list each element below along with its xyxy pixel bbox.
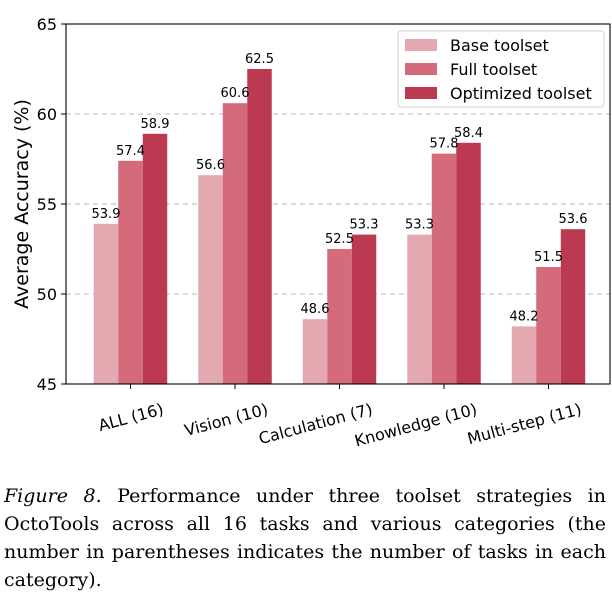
bar-0-0: [93, 223, 119, 384]
data-label-4-0: 48.2: [510, 309, 539, 324]
bar-4-2: [560, 229, 586, 384]
bars: [93, 69, 586, 384]
legend-label-1: Full toolset: [450, 60, 537, 79]
data-label-3-2: 58.4: [454, 126, 483, 141]
bar-3-1: [431, 153, 457, 384]
bar-0-1: [118, 160, 143, 384]
legend-swatch-0: [405, 39, 437, 51]
y-tick-label-2: 55: [37, 195, 57, 214]
data-label-2-0: 48.6: [301, 302, 330, 317]
y-tick-label-1: 50: [37, 285, 57, 304]
bar-4-1: [536, 267, 561, 384]
bar-2-1: [327, 249, 352, 384]
figure-caption: Figure 8. Performance under three toolse…: [4, 482, 606, 594]
y-tick-label-0: 45: [37, 375, 57, 394]
y-axis: 45 50 55 60 65: [37, 15, 66, 394]
x-axis: ALL (16) Vision (10)Calculation (7)Knowle…: [96, 384, 584, 450]
legend-label-2: Optimized toolset: [450, 84, 592, 103]
data-label-3-0: 53.3: [405, 218, 434, 233]
legend-box: [397, 30, 605, 108]
bar-3-2: [456, 142, 481, 384]
data-label-0-0: 53.9: [92, 207, 121, 222]
data-label-3-1: 57.8: [430, 137, 459, 152]
bar-chart: 53.957.458.956.660.662.548.652.553.3 53.3…: [11, 15, 611, 450]
data-label-0-2: 58.9: [141, 117, 170, 132]
bar-2-0: [302, 319, 328, 384]
data-label-4-2: 53.6: [559, 212, 588, 227]
x-tick-label-0: ALL (16): [96, 400, 165, 436]
data-label-2-2: 53.3: [350, 218, 379, 233]
caption-label: Figure 8.: [4, 485, 102, 507]
bar-1-2: [247, 69, 272, 384]
data-label-1-1: 60.6: [221, 86, 250, 101]
y-axis-label: Average Accuracy (%): [11, 99, 33, 309]
data-label-0-1: 57.4: [116, 144, 145, 159]
bar-1-1: [222, 103, 248, 384]
bar-4-0: [511, 326, 537, 384]
data-label-4-1: 51.5: [534, 250, 563, 265]
data-label-1-0: 56.6: [196, 158, 225, 173]
legend-swatch-2: [405, 87, 437, 99]
bar-1-0: [198, 175, 223, 384]
legend-label-0: Base toolset: [450, 36, 549, 55]
y-tick-label-3: 60: [37, 105, 57, 124]
bar-3-0: [407, 234, 432, 384]
legend: Base toolset Full toolset Optimized toolse…: [397, 30, 605, 108]
y-tick-label-4: 65: [37, 15, 57, 34]
data-labels: 53.957.458.956.660.662.548.652.553.3 53.3…: [92, 52, 588, 324]
bar-0-2: [142, 133, 168, 384]
data-label-1-2: 62.5: [245, 52, 274, 67]
bar-2-2: [351, 234, 377, 384]
x-tick-label-4: Multi-step (11): [465, 400, 583, 449]
legend-swatch-1: [405, 63, 437, 75]
data-label-2-1: 52.5: [325, 232, 354, 247]
